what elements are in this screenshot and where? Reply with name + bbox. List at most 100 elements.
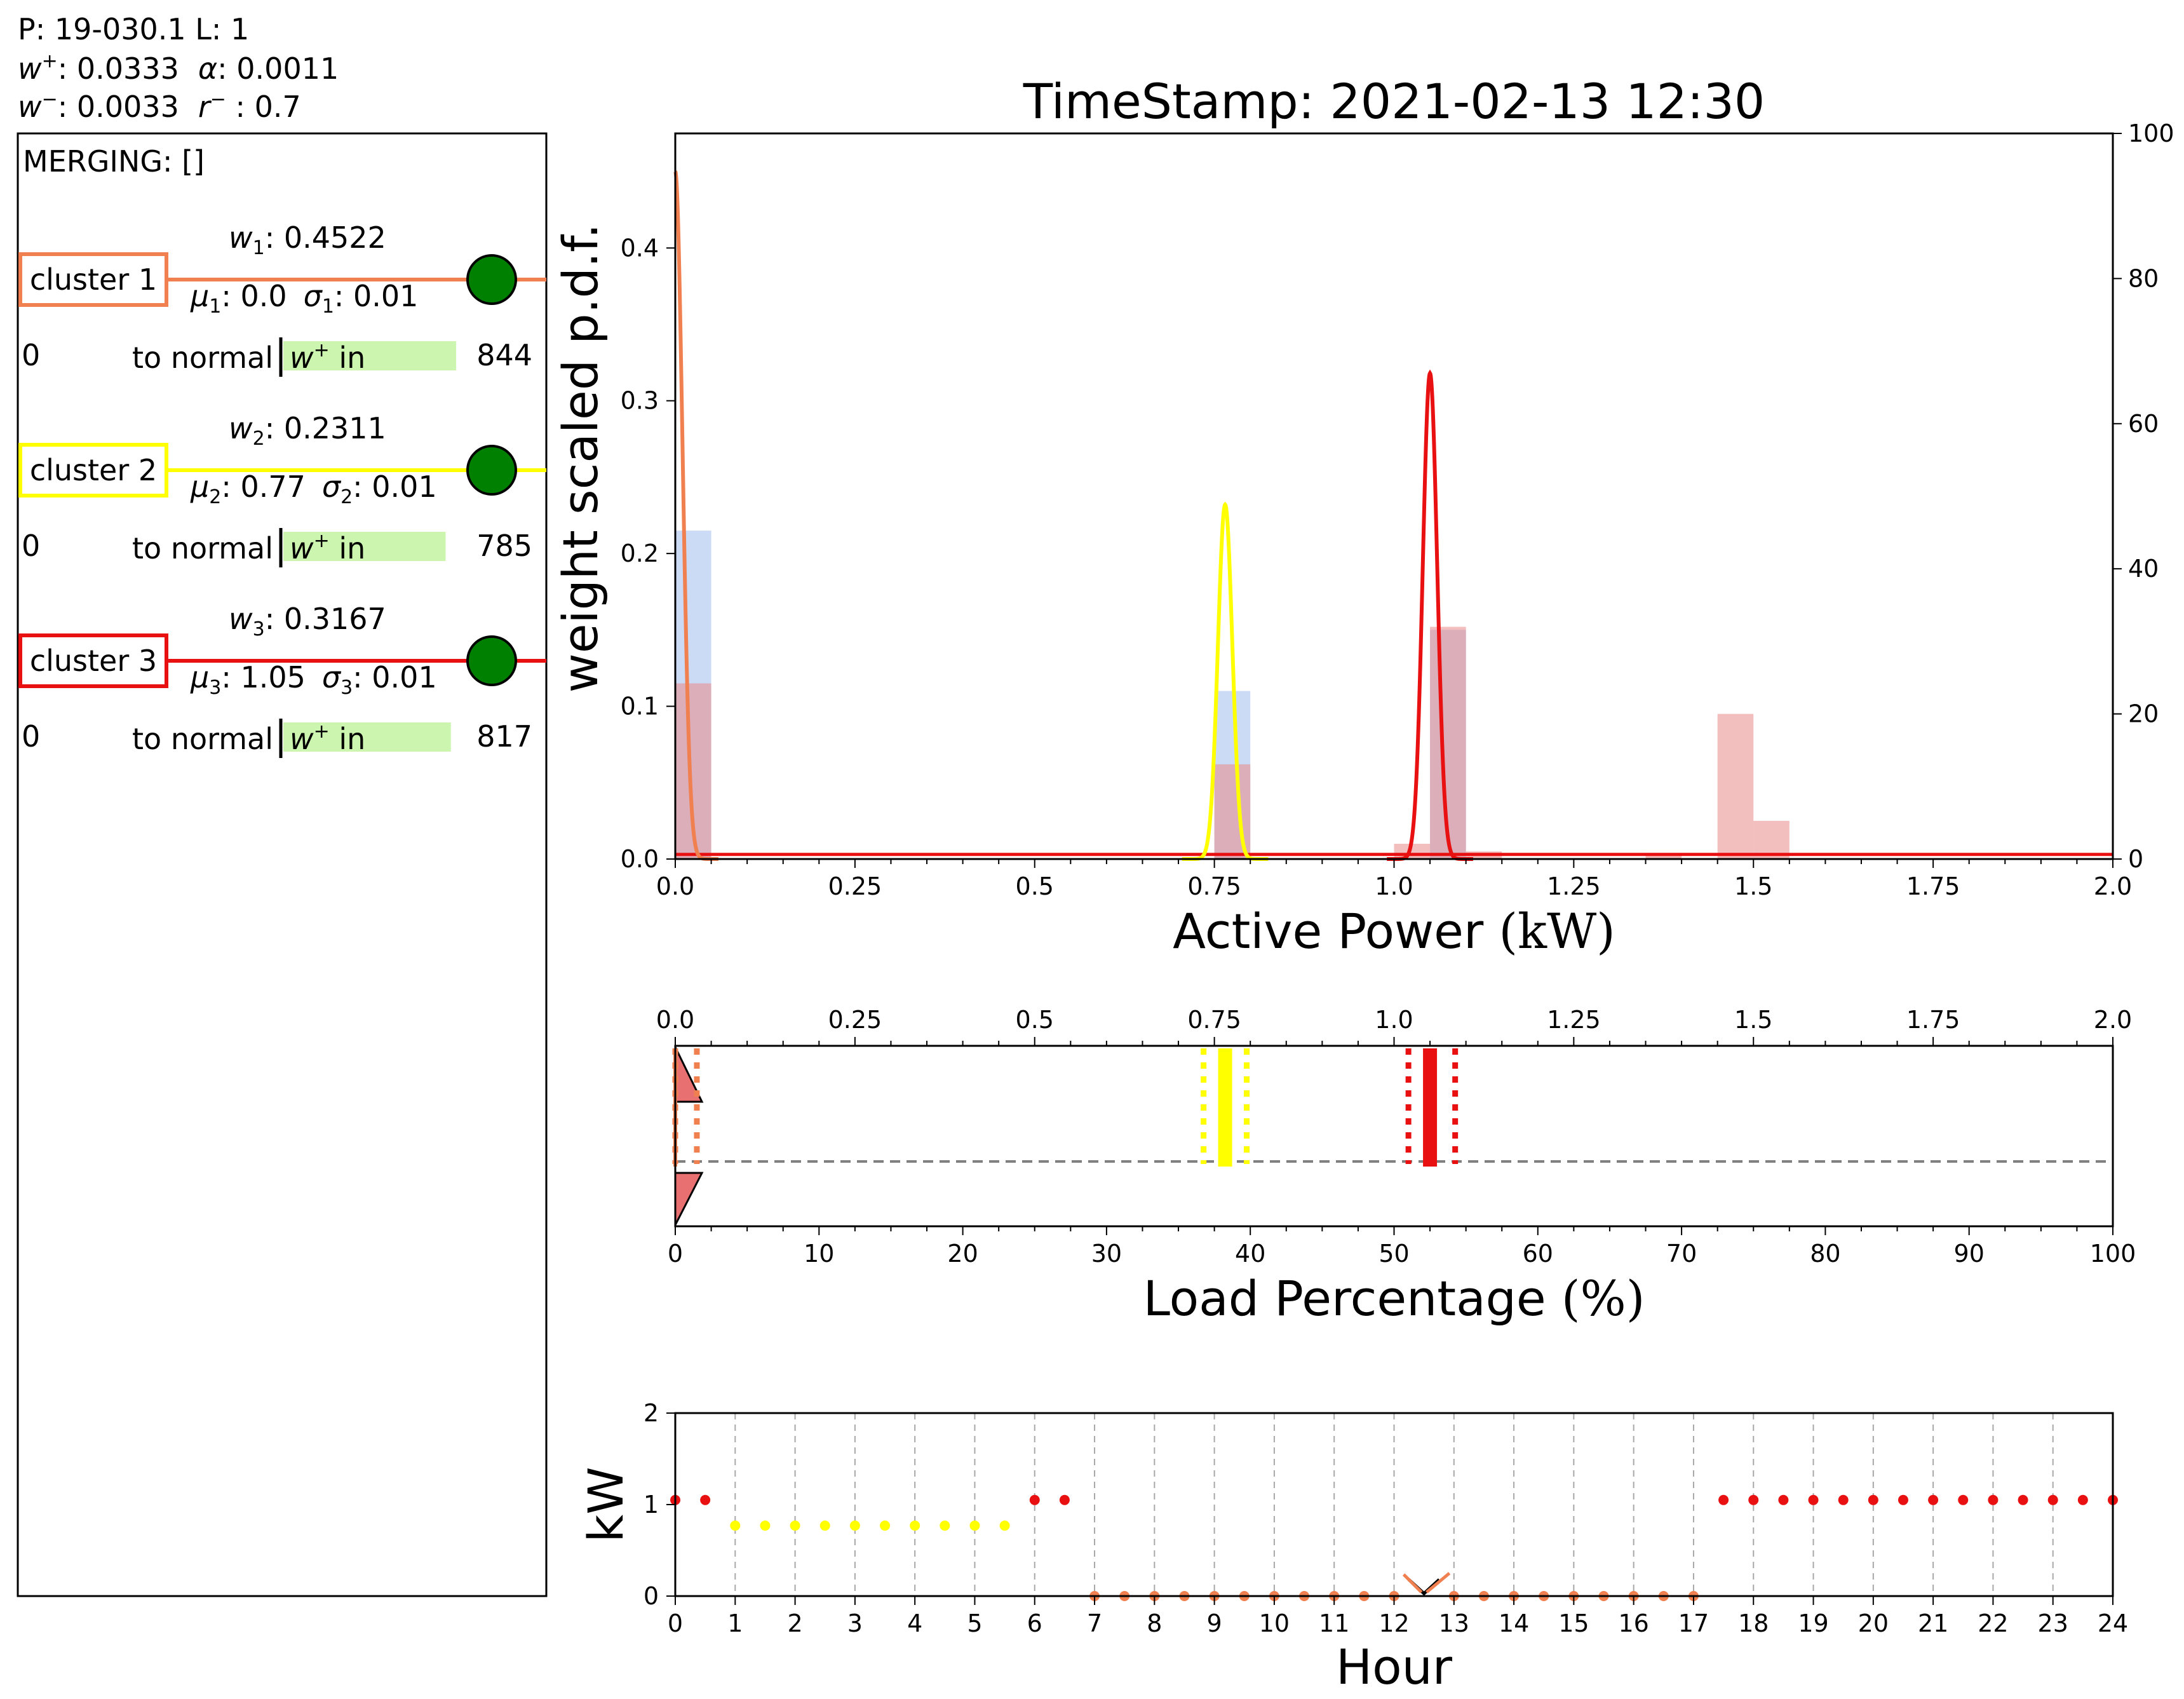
w-in-label: w+ in: [290, 530, 365, 565]
cluster-label-box[interactable]: [18, 252, 168, 307]
y2-tick-label: 80: [2128, 264, 2159, 292]
hour-x-tick-label: 4: [907, 1609, 922, 1637]
top-tick-label: 0.5: [1016, 1006, 1054, 1034]
hour-x-tick-label: 19: [1798, 1609, 1828, 1637]
hour-x-tick-label: 17: [1678, 1609, 1709, 1637]
w-in-count: 785: [476, 529, 532, 563]
x-tick-label: 60: [1523, 1240, 1553, 1268]
top-tick-label: 1.5: [1734, 1006, 1772, 1034]
x-tick-label: 30: [1091, 1240, 1122, 1268]
hour-x-tick-label: 10: [1259, 1609, 1290, 1637]
y2-ticks: 0 20 40 60 80 100: [2113, 119, 2174, 873]
sigma-subscript: 3: [340, 677, 353, 699]
weight-subscript: 2: [253, 428, 265, 450]
to-normal-count: 0: [22, 719, 40, 754]
hour-x-tick-label: 14: [1499, 1609, 1529, 1637]
x-axis-label-unit: (kW): [1499, 903, 1615, 959]
header-info: P: 19-030.1 L: 1 w+: 0.0333 α: 0.0011 w−:…: [18, 12, 339, 124]
hour-x-tick-label: 3: [847, 1609, 863, 1637]
hour-point: [849, 1520, 860, 1531]
x-tick-label: 0.5: [1016, 872, 1054, 900]
hour-point: [730, 1520, 741, 1531]
to-normal-label: to normal: [132, 722, 273, 756]
x-tick-label: 80: [1810, 1240, 1840, 1268]
x-tick-label: 1.25: [1547, 872, 1601, 900]
top-tick-label: 1.75: [1906, 1006, 1960, 1034]
hour-y-tick-label: 0: [644, 1582, 659, 1610]
cluster-weight: w3: 0.3167: [229, 602, 386, 640]
hour-point: [1868, 1494, 1878, 1505]
y-axis-label: weight scaled p.d.f.: [552, 224, 609, 693]
hour-grid: [734, 1413, 2054, 1596]
w-in-sup: +: [314, 339, 330, 362]
cluster-label-box[interactable]: [18, 443, 168, 498]
x-tick-label: 0.25: [828, 872, 882, 900]
hour-x-axis-label: Hour: [1336, 1639, 1453, 1695]
pdf-curves: [673, 170, 2113, 861]
w-in-count: 844: [476, 338, 532, 372]
r-minus-symbol: r: [198, 90, 212, 124]
top-tick-label: 0.75: [1187, 1006, 1241, 1034]
hour-x-tick-label: 22: [1978, 1609, 2008, 1637]
weight-symbol: w: [229, 602, 253, 636]
hour-point: [1838, 1494, 1849, 1505]
y2-tick-label: 0: [2128, 845, 2143, 873]
load-x-axis-label-text: Load Percentage: [1143, 1270, 1546, 1327]
hour-y-ticks: 0 1 2: [644, 1399, 675, 1610]
hour-point: [1748, 1494, 1759, 1505]
load-x-axis-label: Load Percentage (%): [1143, 1270, 1645, 1327]
alpha-value: : 0.0011: [217, 51, 339, 86]
hour-point: [760, 1520, 771, 1531]
x-tick-label: 0.75: [1187, 872, 1241, 900]
w-in-sup: +: [314, 721, 330, 743]
top-tick-label: 1.25: [1547, 1006, 1601, 1034]
hour-x-tick-label: 21: [1918, 1609, 1948, 1637]
hour-x-tick-label: 12: [1378, 1609, 1409, 1637]
mu-subscript: 1: [209, 295, 221, 318]
cluster-node-circle[interactable]: [466, 445, 517, 496]
w-in-text: in: [330, 722, 366, 756]
alpha-symbol: α: [198, 51, 217, 86]
cluster-mu-sigma: μ2: 0.77 σ2: 0.01: [190, 470, 437, 508]
hour-point: [790, 1520, 800, 1531]
sigma-symbol: σ: [304, 279, 323, 313]
x-tick-label: 20: [947, 1240, 978, 1268]
x-tick-label: 1.75: [1906, 872, 1960, 900]
x-tick-label: 100: [2090, 1240, 2136, 1268]
histogram-bar: [1753, 820, 1790, 859]
r-minus-value: : 0.7: [226, 90, 301, 124]
w-in-count: 817: [476, 719, 532, 754]
histogram-bar: [1717, 714, 1754, 859]
hour-point: [2018, 1494, 2028, 1505]
w-in-progress-bar: [283, 341, 456, 370]
load-chart-frame: [674, 1045, 2114, 1228]
hour-x-tick-label: 5: [967, 1609, 982, 1637]
y-tick-label: 0.2: [621, 539, 659, 567]
cluster-node-circle[interactable]: [466, 635, 517, 686]
hour-point: [1808, 1494, 1819, 1505]
current-time-accent: [1426, 1572, 1451, 1594]
w-minus-value: : 0.0033: [58, 90, 179, 124]
mu-symbol: μ: [190, 470, 209, 504]
mu-value: : 1.05: [221, 660, 306, 694]
hour-x-tick-label: 13: [1439, 1609, 1469, 1637]
header-line1: P: 19-030.1 L: 1: [18, 12, 249, 46]
top-tick-label: 1.0: [1375, 1006, 1413, 1034]
w-in-symbol: w: [290, 531, 314, 565]
load-percentage-chart: 0 10 20 30 40 50 60 70 80 90 100 0.0 0.25 0.5 0.75 1.0…: [656, 1006, 2136, 1327]
y-tick-label: 0.4: [621, 234, 659, 262]
top-tick-label: 2.0: [2094, 1006, 2132, 1034]
hour-point: [1958, 1494, 1969, 1505]
x-tick-label: 1.5: [1734, 872, 1772, 900]
hour-x-tick-label: 16: [1618, 1609, 1648, 1637]
x-tick-label: 10: [804, 1240, 834, 1268]
cluster-node-circle[interactable]: [466, 254, 517, 305]
cluster-mu-sigma: μ1: 0.0 σ1: 0.01: [190, 279, 418, 318]
weight-subscript: 3: [253, 618, 265, 640]
cluster-mu-sigma: μ3: 1.05 σ3: 0.01: [190, 660, 437, 699]
cluster-label-box[interactable]: [18, 633, 168, 688]
hour-point: [1059, 1494, 1070, 1505]
x-tick-label: 50: [1378, 1240, 1409, 1268]
x-tick-label: 70: [1666, 1240, 1697, 1268]
w-in-label: w+ in: [290, 339, 365, 375]
